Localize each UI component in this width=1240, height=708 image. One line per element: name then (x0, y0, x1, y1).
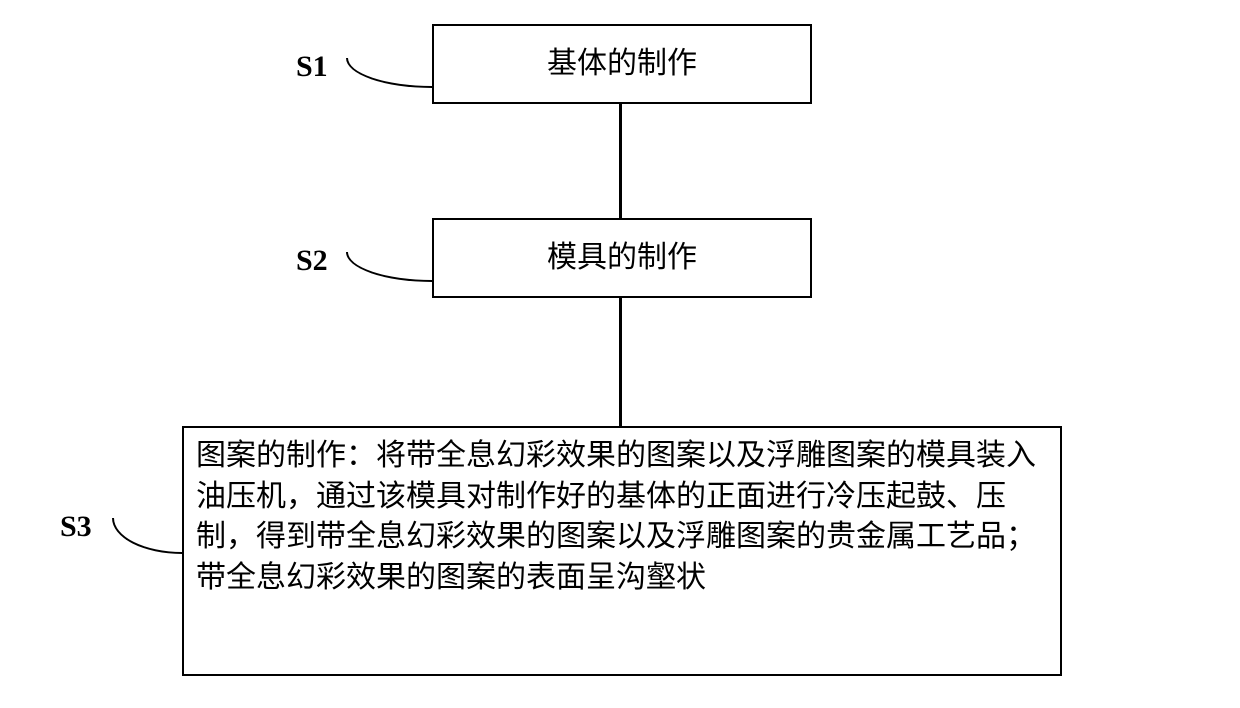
step-label-s2: S2 (296, 244, 328, 278)
step-label-s3: S3 (60, 510, 92, 544)
step-label-s3-connector (112, 518, 182, 554)
step-label-s1: S1 (296, 50, 328, 84)
flow-node-s2: 模具的制作 (432, 218, 812, 298)
flow-edge-s1-s2 (619, 104, 622, 218)
flow-node-s1: 基体的制作 (432, 24, 812, 104)
step-label-s1-connector (346, 58, 432, 88)
flow-edge-s2-s3 (619, 298, 622, 426)
step-label-s2-connector (346, 252, 432, 282)
flow-node-s3: 图案的制作：将带全息幻彩效果的图案以及浮雕图案的模具装入油压机，通过该模具对制作… (182, 426, 1062, 676)
flowchart-canvas: 基体的制作 模具的制作 图案的制作：将带全息幻彩效果的图案以及浮雕图案的模具装入… (0, 0, 1240, 708)
